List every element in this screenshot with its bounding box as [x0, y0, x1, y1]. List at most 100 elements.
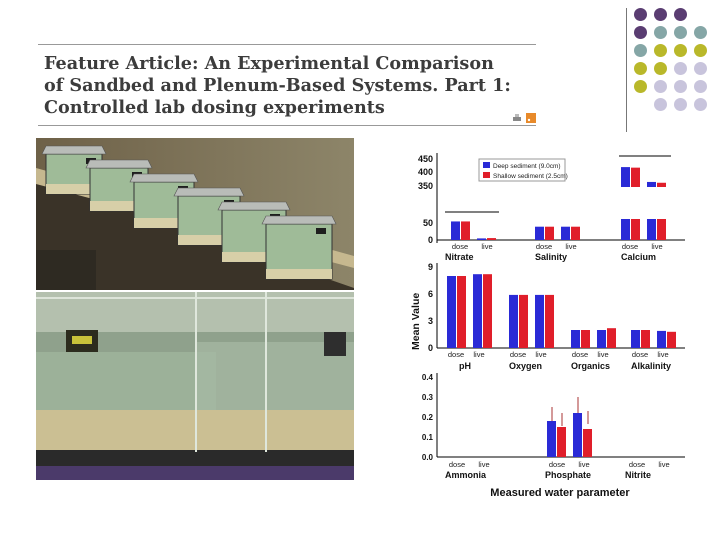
- group-label-oxygen: Oxygen: [509, 361, 542, 371]
- decor-dot: [674, 26, 687, 39]
- bar-deep-alkalinity: [631, 330, 640, 348]
- title-line-1: Feature Article: An Experimental Compari…: [44, 53, 494, 74]
- legend-swatch-deep: [483, 162, 490, 168]
- group-label-organics: Organics: [571, 361, 610, 371]
- ytick-middle: 6: [428, 289, 433, 299]
- bar-deep-organics: [571, 330, 580, 348]
- group-label-ph: pH: [459, 361, 471, 371]
- legend-label-shallow: Shallow sediment (2.5cm): [493, 173, 568, 180]
- bar-shallow-nitrate: [487, 238, 496, 240]
- group-label-alkalinity: Alkalinity: [631, 361, 671, 371]
- ytick-bottom: 0.0: [422, 453, 434, 462]
- bar-shallow-salinity: [545, 226, 554, 240]
- bar-shallow-ph: [457, 276, 466, 348]
- xtick-live: live: [657, 350, 668, 359]
- decor-dot: [694, 44, 707, 57]
- sediment-comparison-figure: Deep sediment (9.0cm) Shallow sediment (2…: [395, 145, 695, 513]
- xtick-dose: dose: [510, 350, 526, 359]
- bar-deep-oxygen: [535, 294, 544, 348]
- decor-dot: [634, 62, 647, 75]
- xtick-live: live: [658, 460, 669, 469]
- bar-shallow-alkalinity: [641, 330, 650, 348]
- bar-shallow-calcium-low: [657, 219, 666, 240]
- xtick-dose: dose: [629, 460, 645, 469]
- decor-dot: [694, 80, 707, 93]
- bar-deep-salinity: [535, 226, 544, 240]
- group-label-calcium: Calcium: [621, 252, 656, 262]
- xtick-live: live: [481, 242, 492, 251]
- xtick-dose: dose: [549, 460, 565, 469]
- group-label-nitrate: Nitrate: [445, 252, 474, 262]
- decor-dot: [694, 62, 707, 75]
- bar-shallow-calcium-high: [631, 167, 640, 187]
- group-label-phosphate: Phosphate: [545, 470, 591, 480]
- decor-dot: [694, 26, 707, 39]
- bar-shallow-phosphate: [557, 427, 566, 457]
- bar-shallow-ph: [483, 274, 492, 348]
- decor-dot: [634, 80, 647, 93]
- xtick-live: live: [578, 460, 589, 469]
- bar-deep-calcium-high: [647, 181, 656, 187]
- ytick-middle: 9: [428, 262, 433, 272]
- decor-dot: [694, 98, 707, 111]
- ytick-bottom: 0.4: [422, 373, 434, 382]
- xtick-dose: dose: [452, 242, 468, 251]
- decor-dot: [674, 8, 687, 21]
- decor-dot: [674, 98, 687, 111]
- legend-swatch-shallow: [483, 172, 490, 178]
- bar-deep-nitrate: [451, 221, 460, 240]
- rss-icon[interactable]: [526, 113, 536, 123]
- ytick-bottom: 0.1: [422, 433, 434, 442]
- title-line-2: of Sandbed and Plenum-Based Systems. Par…: [44, 75, 511, 96]
- xtick-dose: dose: [632, 350, 648, 359]
- print-icon[interactable]: [512, 113, 522, 123]
- ytick-bottom: 0.2: [422, 413, 434, 422]
- decor-dot: [634, 8, 647, 21]
- bar-shallow-oxygen: [545, 294, 554, 348]
- decor-dot: [634, 26, 647, 39]
- article-title: Feature Article: An Experimental Compari…: [44, 53, 530, 119]
- bar-shallow-phosphate: [583, 429, 592, 457]
- decor-divider-line: [626, 8, 627, 132]
- bar-deep-calcium-low: [621, 219, 630, 240]
- bar-shallow-alkalinity: [667, 331, 676, 348]
- bar-shallow-nitrate: [461, 221, 470, 240]
- bar-shallow-organics: [607, 328, 616, 348]
- ytick-top: 0: [428, 235, 433, 245]
- xtick-dose: dose: [449, 460, 465, 469]
- ytick-top: 50: [423, 218, 433, 228]
- bar-deep-ph: [447, 276, 456, 348]
- decor-dot: [654, 26, 667, 39]
- ytick-middle: 0: [428, 343, 433, 353]
- bar-deep-nitrate: [477, 238, 486, 240]
- bar-shallow-salinity: [571, 226, 580, 240]
- ytick-bottom: 0.3: [422, 393, 434, 402]
- x-axis-title: Measured water parameter: [490, 487, 630, 499]
- xtick-live: live: [651, 242, 662, 251]
- group-label-nitrite: Nitrite: [625, 470, 651, 480]
- xtick-dose: dose: [536, 242, 552, 251]
- bar-deep-phosphate: [573, 413, 582, 457]
- bar-deep-salinity: [561, 226, 570, 240]
- xtick-live: live: [478, 460, 489, 469]
- xtick-live: live: [565, 242, 576, 251]
- bar-deep-phosphate: [547, 421, 556, 457]
- ytick-top: 350: [418, 181, 433, 191]
- group-label-salinity: Salinity: [535, 252, 567, 262]
- bar-deep-calcium-low: [647, 219, 656, 240]
- decor-dot: [674, 44, 687, 57]
- ytick-middle: 3: [428, 316, 433, 326]
- bar-deep-alkalinity: [657, 330, 666, 348]
- bar-charts-svg: Deep sediment (9.0cm) Shallow sediment (2…: [410, 153, 685, 499]
- title-line-3: Controlled lab dosing experiments: [44, 97, 385, 118]
- article-banner: Feature Article: An Experimental Compari…: [38, 44, 536, 126]
- decor-dot: [674, 80, 687, 93]
- legend-label-deep: Deep sediment (9.0cm): [493, 163, 561, 170]
- decor-dot: [654, 98, 667, 111]
- tank-shape: [261, 215, 337, 280]
- y-axis-title: Mean Value: [410, 293, 422, 350]
- decor-dot: [654, 62, 667, 75]
- bar-shallow-calcium-high: [657, 182, 666, 187]
- decor-dot: [654, 8, 667, 21]
- xtick-dose: dose: [622, 242, 638, 251]
